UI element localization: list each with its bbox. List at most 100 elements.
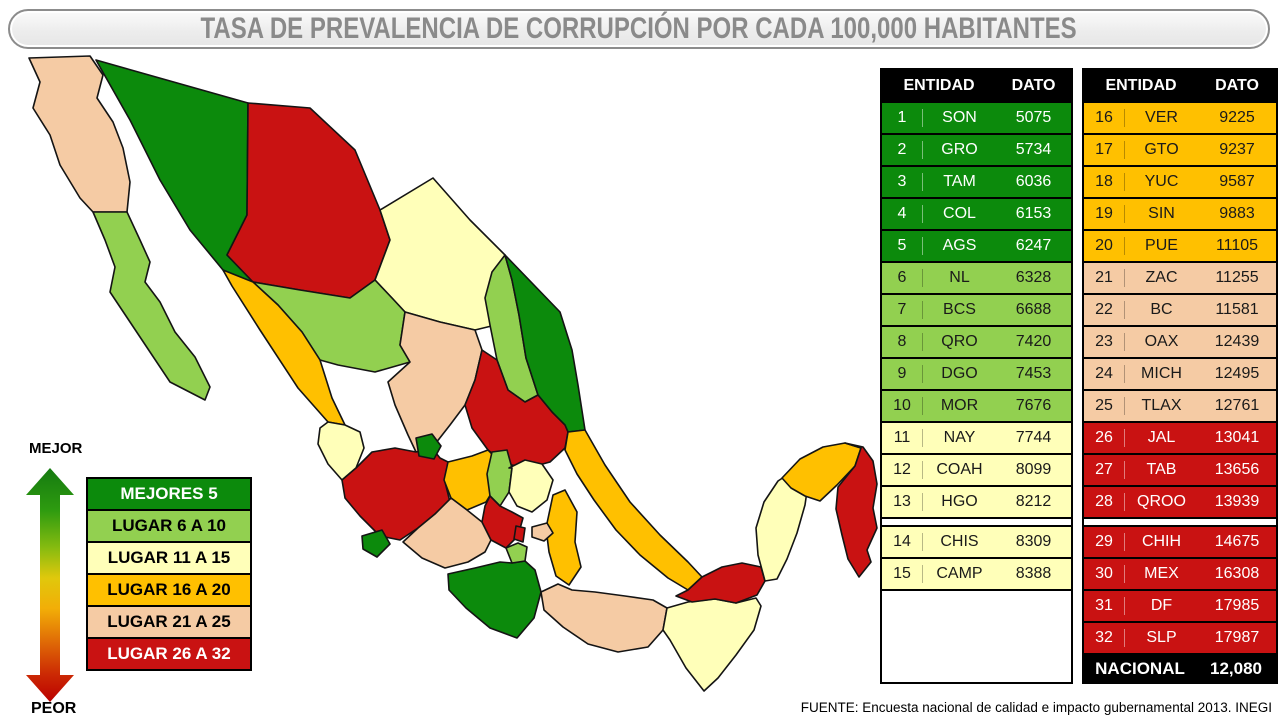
state-tlax bbox=[531, 522, 554, 542]
entity-cell: HGO bbox=[941, 493, 978, 510]
value-cell: 9225 bbox=[1219, 109, 1255, 126]
legend-item: LUGAR 16 A 20 bbox=[86, 573, 252, 607]
value-cell: 9237 bbox=[1219, 141, 1255, 158]
entity-cell: MEX bbox=[1144, 565, 1179, 582]
state-mich bbox=[402, 497, 492, 569]
value-cell: 8388 bbox=[1015, 565, 1052, 582]
table-row: 20 PUE 11105 bbox=[1084, 231, 1276, 263]
table-row: 10 MOR 7676 bbox=[882, 391, 1071, 423]
entity-cell: SLP bbox=[1146, 629, 1177, 646]
table-row: 3 TAM 6036 bbox=[882, 167, 1071, 199]
entity-cell: VER bbox=[1145, 109, 1178, 126]
table-row: 25 TLAX 12761 bbox=[1084, 391, 1276, 423]
rank-cell: 23 bbox=[1084, 333, 1125, 351]
state-oax bbox=[540, 583, 668, 653]
header-entidad: ENTIDAD bbox=[1105, 76, 1177, 94]
value-cell: 6328 bbox=[1015, 269, 1052, 286]
legend-item: LUGAR 21 A 25 bbox=[86, 605, 252, 639]
rank-cell: 17 bbox=[1084, 141, 1125, 159]
entity-cell: QRO bbox=[941, 333, 978, 350]
rank-cell: 24 bbox=[1084, 365, 1125, 383]
value-cell: 6153 bbox=[1015, 205, 1052, 222]
rank-cell: 31 bbox=[1084, 597, 1125, 615]
entity-cell: GTO bbox=[1144, 141, 1179, 158]
entity-cell: MICH bbox=[1141, 365, 1182, 382]
mexico-map-svg bbox=[28, 55, 878, 692]
table-row: 15 CAMP 8388 bbox=[882, 559, 1071, 591]
entity-cell: BCS bbox=[943, 301, 976, 318]
state-ags bbox=[415, 433, 442, 460]
table-row: 1 SON 5075 bbox=[882, 103, 1071, 135]
table-row: 13 HGO 8212 bbox=[882, 487, 1071, 519]
table-row: 16 VER 9225 bbox=[1084, 103, 1276, 135]
state-bcs bbox=[92, 211, 211, 401]
value-cell: 5075 bbox=[1015, 109, 1052, 126]
rank-cell: 5 bbox=[882, 237, 923, 255]
entity-cell: TAB bbox=[1146, 461, 1177, 478]
rank-cell: 12 bbox=[882, 461, 923, 479]
table-row: 22 BC 11581 bbox=[1084, 295, 1276, 327]
page-title: TASA DE PREVALENCIA DE CORRUPCIÓN POR CA… bbox=[200, 12, 1078, 45]
value-cell: 12439 bbox=[1214, 333, 1260, 350]
rank-cell: 19 bbox=[1084, 205, 1125, 223]
rank-cell: 4 bbox=[882, 205, 923, 223]
table-row: 29 CHIH 14675 bbox=[1084, 527, 1276, 559]
state-qro bbox=[486, 449, 513, 507]
table-row: 5 AGS 6247 bbox=[882, 231, 1071, 263]
entity-cell: BC bbox=[1150, 301, 1173, 318]
header-dato: DATO bbox=[1215, 76, 1259, 94]
header-entidad: ENTIDAD bbox=[903, 76, 975, 94]
table-row: 32 SLP 17987 bbox=[1084, 623, 1276, 655]
legend-worse-label: PEOR bbox=[31, 700, 77, 717]
mexico-choropleth-map bbox=[20, 50, 880, 705]
entity-cell: GRO bbox=[941, 141, 978, 158]
state-col bbox=[361, 529, 391, 558]
value-cell: 8309 bbox=[1015, 533, 1052, 550]
national-label: NACIONAL bbox=[1095, 658, 1185, 678]
state-ver bbox=[564, 429, 703, 591]
table-row: 8 QRO 7420 bbox=[882, 327, 1071, 359]
value-cell: 11105 bbox=[1215, 237, 1259, 254]
rank-cell: 6 bbox=[882, 269, 923, 287]
entity-cell: NL bbox=[949, 269, 970, 286]
entity-cell: ZAC bbox=[1145, 269, 1178, 286]
state-pue bbox=[545, 489, 582, 586]
rank-cell: 9 bbox=[882, 365, 923, 383]
value-cell: 14675 bbox=[1214, 533, 1260, 550]
table-row: 27 TAB 13656 bbox=[1084, 455, 1276, 487]
entity-cell: SIN bbox=[1148, 205, 1175, 222]
value-cell: 7420 bbox=[1015, 333, 1052, 350]
entity-cell: SON bbox=[942, 109, 977, 126]
rank-cell: 14 bbox=[882, 533, 923, 551]
legend-item: LUGAR 11 A 15 bbox=[86, 541, 252, 575]
entity-cell: CHIH bbox=[1141, 533, 1182, 550]
table-row: 26 JAL 13041 bbox=[1084, 423, 1276, 455]
table-row: 14 CHIS 8309 bbox=[882, 527, 1071, 559]
table-row: 4 COL 6153 bbox=[882, 199, 1071, 231]
table-row: 30 MEX 16308 bbox=[1084, 559, 1276, 591]
rank-cell: 8 bbox=[882, 333, 923, 351]
rank-cell: 15 bbox=[882, 565, 923, 583]
entity-cell: DGO bbox=[941, 365, 978, 382]
state-zac bbox=[387, 311, 483, 453]
table-row: 23 OAX 12439 bbox=[1084, 327, 1276, 359]
rank-cell: 11 bbox=[882, 429, 923, 447]
rank-cell: 29 bbox=[1084, 533, 1125, 551]
state-mor bbox=[505, 542, 528, 564]
table-row: 9 DGO 7453 bbox=[882, 359, 1071, 391]
value-cell: 11255 bbox=[1215, 269, 1259, 286]
state-hgo bbox=[508, 459, 554, 513]
table-row: 2 GRO 5734 bbox=[882, 135, 1071, 167]
table-row: 24 MICH 12495 bbox=[1084, 359, 1276, 391]
rank-cell: 20 bbox=[1084, 237, 1125, 255]
rank-cell: 13 bbox=[882, 493, 923, 511]
entity-cell: TAM bbox=[943, 173, 976, 190]
national-row: NACIONAL 12,080 bbox=[1084, 655, 1276, 682]
value-cell: 9587 bbox=[1219, 173, 1255, 190]
table-empty-area bbox=[882, 591, 1071, 682]
rank-cell: 26 bbox=[1084, 429, 1125, 447]
rank-cell: 25 bbox=[1084, 397, 1125, 415]
rank-cell: 22 bbox=[1084, 301, 1125, 319]
state-chih bbox=[226, 102, 391, 299]
rank-cell: 28 bbox=[1084, 493, 1125, 511]
